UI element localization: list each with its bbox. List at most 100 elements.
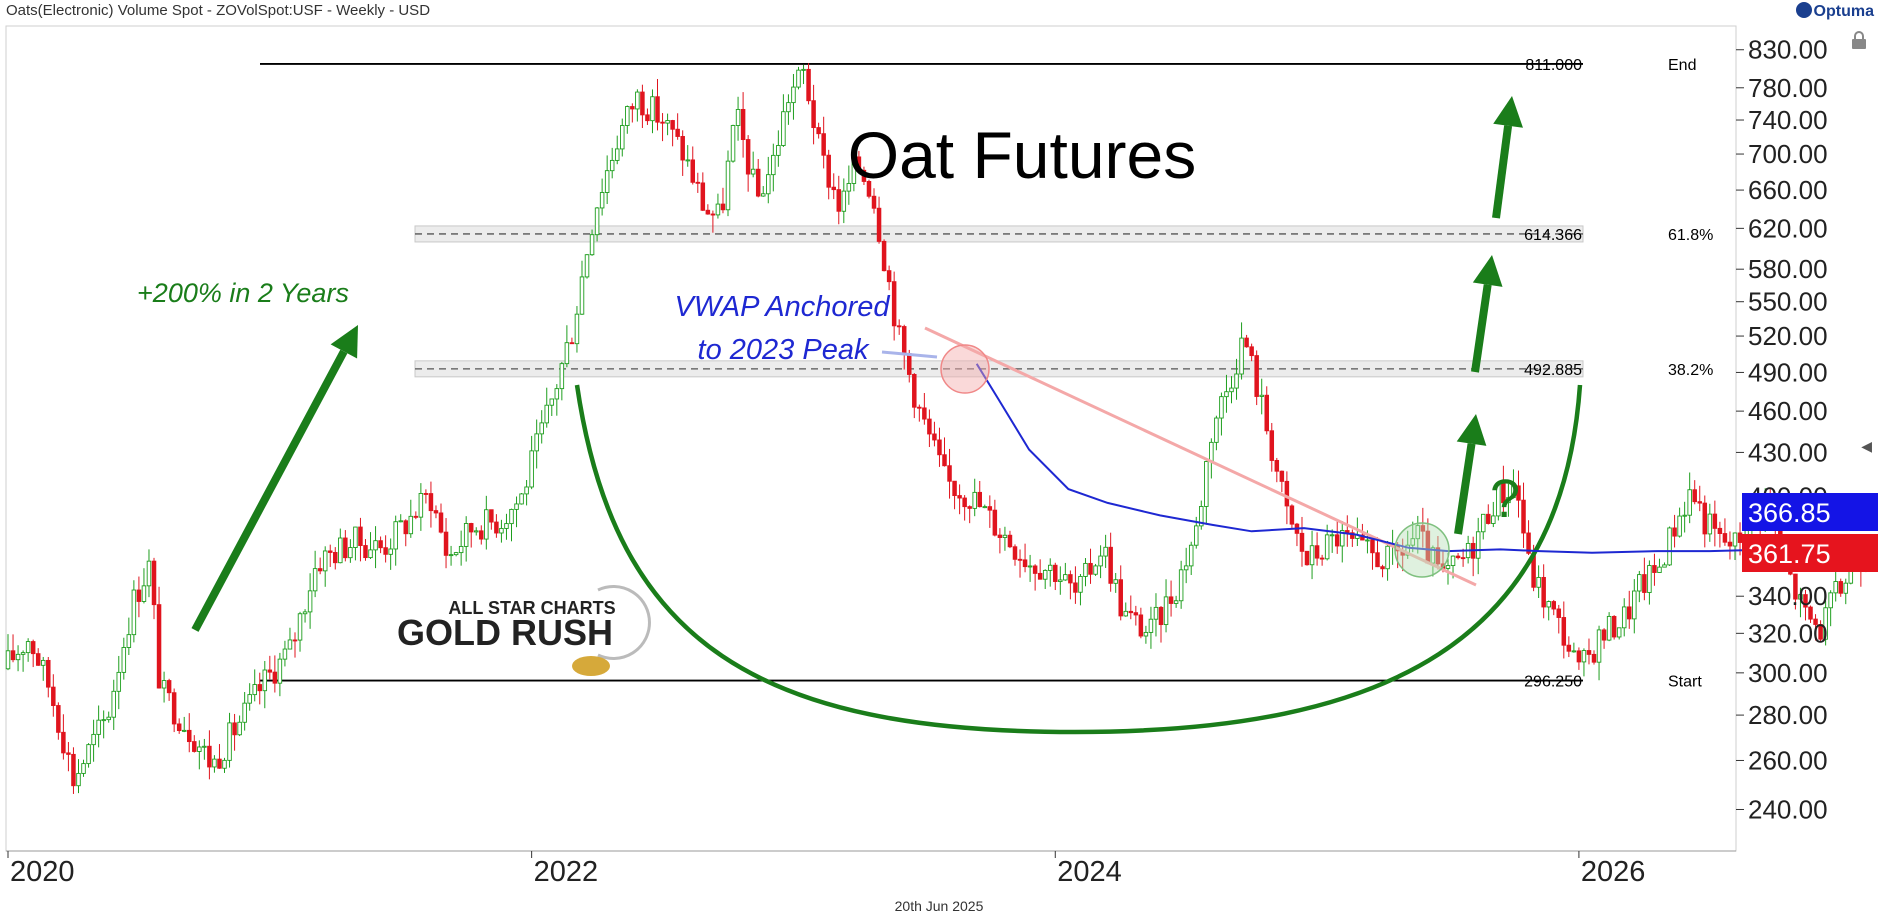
candle-body xyxy=(96,719,101,735)
candle-body xyxy=(484,509,489,540)
candle-body xyxy=(1108,546,1113,584)
candle-body xyxy=(161,680,167,689)
candle-body xyxy=(760,193,766,197)
y-tick-label: 520.00 xyxy=(1748,321,1828,351)
candle-body xyxy=(1541,576,1546,608)
candle-body xyxy=(771,154,776,176)
candle-body xyxy=(1370,539,1375,554)
candle-body xyxy=(1037,572,1043,580)
target-arrow-2 xyxy=(1471,255,1503,373)
candle-body xyxy=(720,203,726,211)
candle-body xyxy=(403,520,409,535)
candle-body xyxy=(766,174,771,195)
candle-body xyxy=(529,450,534,488)
last-price-tag-box xyxy=(1742,493,1878,531)
candle-body xyxy=(635,91,640,110)
candle-body xyxy=(1616,627,1622,638)
candle-body xyxy=(1017,558,1023,561)
candle-body xyxy=(1455,555,1461,559)
candle-body xyxy=(730,125,736,162)
candle-body xyxy=(463,523,469,547)
candle-body xyxy=(1657,566,1662,573)
candle-body xyxy=(20,652,26,655)
candle-body xyxy=(922,407,927,420)
y-tick-label: 460.00 xyxy=(1748,396,1828,426)
cup-arc xyxy=(574,384,1583,735)
candle-body xyxy=(1677,515,1682,537)
lock-icon[interactable] xyxy=(1850,30,1868,50)
candle-body xyxy=(695,181,701,184)
candle-body xyxy=(1581,650,1587,663)
candle-body xyxy=(252,684,257,696)
candle-body xyxy=(776,145,781,156)
candle-body xyxy=(1808,606,1813,620)
candle-body xyxy=(1123,610,1129,617)
candle-body xyxy=(1239,337,1244,375)
candle-body xyxy=(750,168,756,175)
candle-body xyxy=(1571,650,1577,653)
chart-title: Oat Futures xyxy=(848,118,1196,192)
candle-body xyxy=(1113,579,1118,584)
candle-body xyxy=(1637,574,1642,592)
candle-body xyxy=(650,96,655,122)
candle-body xyxy=(1068,574,1073,584)
candle-body xyxy=(564,342,570,365)
candle-body xyxy=(1380,566,1385,570)
candle-body xyxy=(982,506,988,509)
candle-body xyxy=(1178,569,1184,602)
candle-body xyxy=(1526,532,1531,554)
candle-body xyxy=(1244,337,1249,348)
y-tick-label: 340.00 xyxy=(1748,581,1828,611)
candle-body xyxy=(111,690,116,718)
candle-body xyxy=(796,69,801,88)
candle-body xyxy=(1823,607,1828,640)
candle-body xyxy=(539,422,544,435)
level-value-label: 492.885 xyxy=(1524,362,1582,379)
candle-body xyxy=(1491,515,1496,524)
candle-body xyxy=(1702,502,1708,535)
candle-body xyxy=(61,731,66,754)
candle-body xyxy=(1803,594,1808,608)
candle-body xyxy=(1732,532,1738,547)
candle-body xyxy=(408,515,414,535)
last-price-tag-label: 361.75 xyxy=(1748,539,1831,569)
watermark: ALL STAR CHARTS GOLD RUSH xyxy=(397,585,651,676)
candle-body xyxy=(745,139,751,175)
candle-body xyxy=(1813,618,1818,625)
question-mark-annotation: ? xyxy=(1490,469,1520,529)
candle-body xyxy=(141,585,147,602)
level-value-label: 296.250 xyxy=(1524,674,1582,691)
candle-body xyxy=(423,493,429,495)
candle-body xyxy=(1274,460,1280,472)
candle-body xyxy=(1053,564,1058,582)
watermark-ring-icon xyxy=(597,585,651,660)
brand-name: Optuma xyxy=(1813,3,1874,20)
candle-body xyxy=(333,552,338,564)
y-tick-label: 300.00 xyxy=(1748,658,1828,688)
candle-body xyxy=(494,521,499,534)
candle-body xyxy=(947,465,952,482)
candle-body xyxy=(816,127,821,135)
last-price-tag-box xyxy=(1742,534,1878,572)
candle-body xyxy=(1385,545,1390,570)
candle-body xyxy=(715,203,721,216)
candle-body xyxy=(1601,629,1607,641)
candle-body xyxy=(257,684,262,692)
candle-body xyxy=(176,723,182,731)
candle-body xyxy=(1647,565,1652,593)
candle-body xyxy=(962,497,967,508)
candle-body xyxy=(1707,513,1713,535)
candle-body xyxy=(448,554,454,557)
candle-body xyxy=(781,111,786,146)
candle-body xyxy=(1506,497,1511,504)
candle-body xyxy=(1551,601,1556,610)
candle-body xyxy=(15,653,21,661)
y-tick-label: 580.00 xyxy=(1748,254,1828,284)
candle-body xyxy=(700,182,706,211)
candle-body xyxy=(1838,581,1843,594)
candle-body xyxy=(1340,530,1345,547)
candle-body xyxy=(1576,650,1582,663)
candle-body xyxy=(1662,564,1667,568)
candle-body xyxy=(76,772,81,787)
panel-collapse-icon[interactable]: ◀ xyxy=(1861,438,1872,454)
